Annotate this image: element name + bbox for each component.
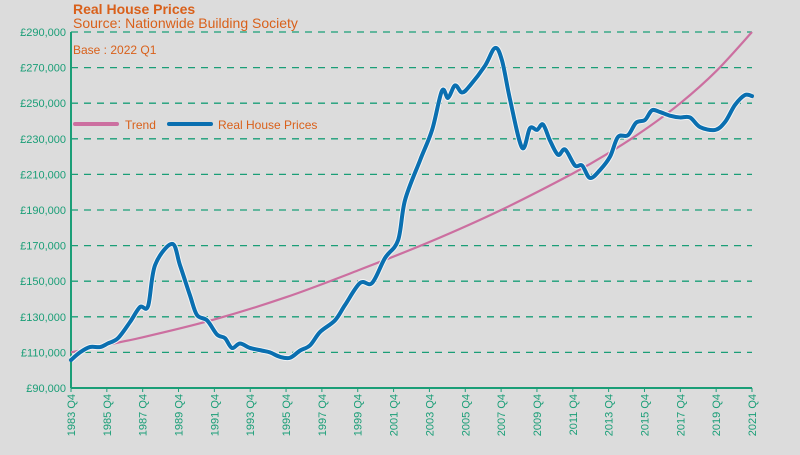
y-tick-label: £270,000: [20, 63, 66, 75]
x-tick-label: 2003 Q4: [424, 394, 436, 436]
x-tick-label: 1985 Q4: [102, 394, 114, 436]
x-tick-label: 1995 Q4: [281, 394, 293, 436]
x-tick-label: 1989 Q4: [174, 394, 186, 436]
real-house-prices-line-halo: [69, 44, 753, 363]
x-tick-label: 1997 Q4: [317, 394, 329, 436]
y-tick-label: £110,000: [21, 347, 66, 359]
x-tick-label: 1987 Q4: [138, 394, 150, 436]
real-house-prices-line: [69, 45, 754, 363]
y-tick-label: £90,000: [26, 383, 66, 395]
y-tick-label: £130,000: [20, 312, 66, 324]
x-tick-label: 1983 Q4: [66, 394, 78, 436]
y-tick-label: £190,000: [20, 205, 66, 217]
x-tick-label: 2009 Q4: [532, 394, 544, 436]
legend-prices-label: Real House Prices: [218, 118, 317, 132]
y-tick-label: £290,000: [20, 27, 66, 39]
x-tick-label: 2019 Q4: [711, 394, 723, 436]
x-tick-label: 1999 Q4: [353, 394, 365, 436]
x-tick-label: 2021 Q4: [747, 394, 759, 436]
chart-subtitle: Source: Nationwide Building Society: [73, 15, 298, 31]
legend: Trend Real House Prices: [73, 118, 317, 132]
y-tick-label: £210,000: [20, 169, 66, 181]
x-tick-label: 2015 Q4: [639, 394, 651, 436]
legend-trend-label: Trend: [125, 118, 156, 132]
chart-title: Real House Prices: [73, 1, 196, 17]
y-tick-label: £250,000: [20, 98, 66, 110]
trend-line: [70, 31, 753, 354]
x-tick-label: 2011 Q4: [568, 394, 580, 435]
x-tick-label: 1993 Q4: [245, 394, 257, 436]
x-tick-label: 2017 Q4: [675, 394, 687, 436]
x-tick-label: 2001 Q4: [389, 394, 401, 436]
y-tick-label: £170,000: [20, 241, 66, 253]
x-tick-label: 2005 Q4: [460, 394, 472, 436]
base-annotation: Base : 2022 Q1: [73, 43, 157, 57]
x-tick-label: 1991 Q4: [209, 394, 221, 436]
y-tick-label: £150,000: [20, 276, 66, 288]
x-tick-label: 2007 Q4: [496, 394, 508, 436]
x-tick-label: 2013 Q4: [604, 394, 616, 436]
y-tick-label: £230,000: [20, 134, 66, 146]
